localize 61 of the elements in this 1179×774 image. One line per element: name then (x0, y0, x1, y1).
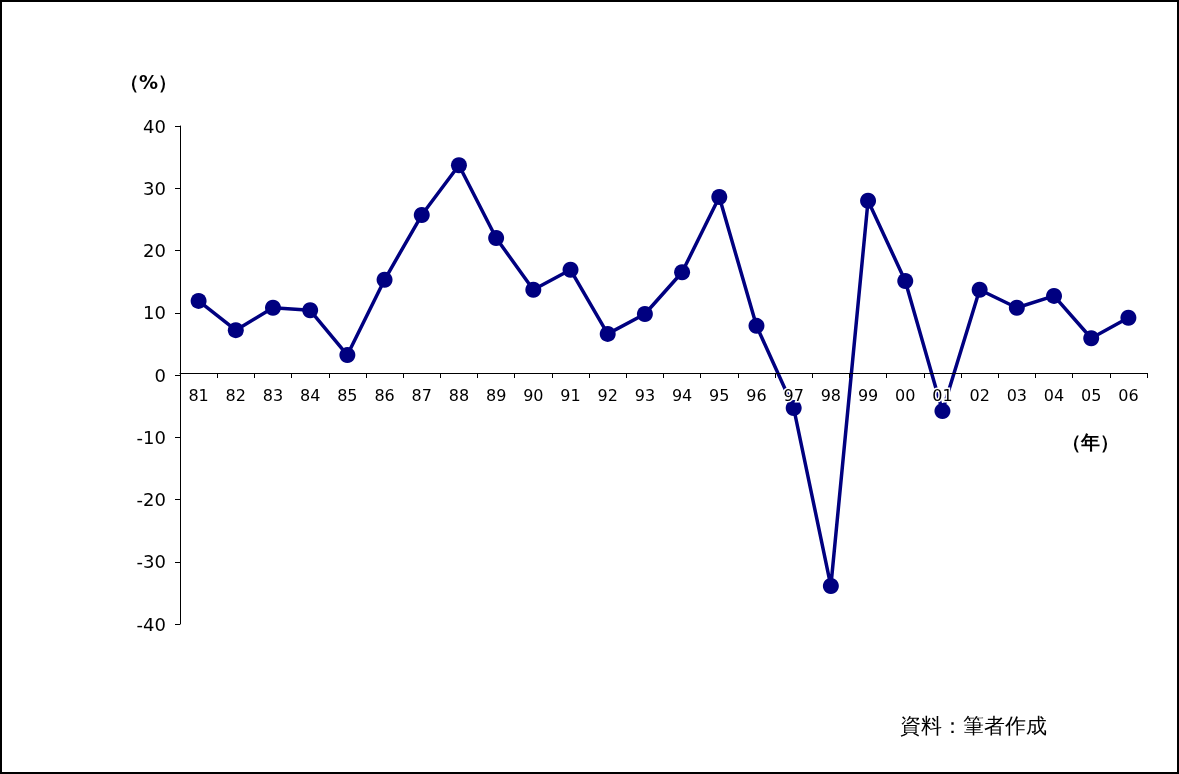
x-tick-label: 87 (411, 385, 432, 405)
point (525, 281, 542, 298)
point (265, 299, 281, 316)
point (711, 188, 728, 205)
y-tick-label: 40 (143, 115, 166, 137)
point (636, 306, 653, 322)
y-tick-label: -40 (136, 613, 166, 635)
x-tick-label: 90 (523, 385, 544, 405)
x-tick-label: 00 (895, 385, 916, 405)
x-tick-label: 91 (560, 385, 581, 405)
x-tick-label: 84 (299, 385, 321, 405)
y-tick-label: -10 (136, 426, 166, 448)
x-tick-label: 04 (1043, 385, 1065, 405)
x-axis-title: （年） (1062, 430, 1119, 453)
point (860, 192, 877, 209)
x-tick-label: 92 (597, 385, 618, 405)
y-tick-label: 0 (154, 364, 166, 386)
point (1083, 330, 1100, 347)
y-tick-label: 30 (143, 177, 166, 199)
x-tick-label: 02 (969, 385, 990, 405)
y-tick-label: -30 (136, 551, 166, 573)
x-tick-label: 96 (746, 385, 767, 405)
point (339, 347, 356, 364)
point (302, 302, 319, 319)
point (674, 264, 691, 281)
point (1008, 299, 1025, 316)
point (227, 322, 244, 339)
y-tick-label: 20 (143, 240, 166, 261)
y-tick-label: -20 (136, 489, 166, 510)
point (488, 230, 505, 247)
x-tick-label: 03 (1006, 385, 1028, 405)
point (1120, 309, 1137, 326)
x-tick-label: 85 (337, 385, 358, 405)
point (599, 325, 616, 342)
point (413, 207, 430, 224)
x-tick-label: 86 (374, 385, 395, 405)
point (190, 292, 207, 309)
point (748, 317, 765, 334)
y-tick-label: 10 (143, 302, 166, 324)
point (562, 261, 579, 278)
x-tick-label: 99 (857, 385, 879, 405)
point (971, 281, 988, 298)
x-tick-label: 93 (634, 385, 656, 405)
point (934, 403, 951, 420)
x-tick-label: 98 (820, 385, 842, 405)
point (1046, 287, 1063, 304)
x-tick-label: 81 (188, 385, 209, 405)
x-tick-label: 95 (709, 385, 730, 405)
y-axis-title: （%） (120, 70, 178, 93)
x-tick-label: 88 (448, 385, 470, 405)
x-tick-label: 94 (671, 385, 693, 405)
point (897, 273, 914, 289)
x-tick-label: 83 (262, 385, 284, 405)
x-tick-label: 89 (485, 385, 507, 405)
x-tick-label: 82 (225, 385, 246, 405)
text: 資料：筆者作成 (900, 713, 1047, 738)
point (822, 578, 839, 595)
x-tick-label: 05 (1081, 385, 1102, 405)
point (376, 271, 393, 288)
x-tick-label: 06 (1118, 385, 1139, 405)
point (450, 157, 467, 174)
